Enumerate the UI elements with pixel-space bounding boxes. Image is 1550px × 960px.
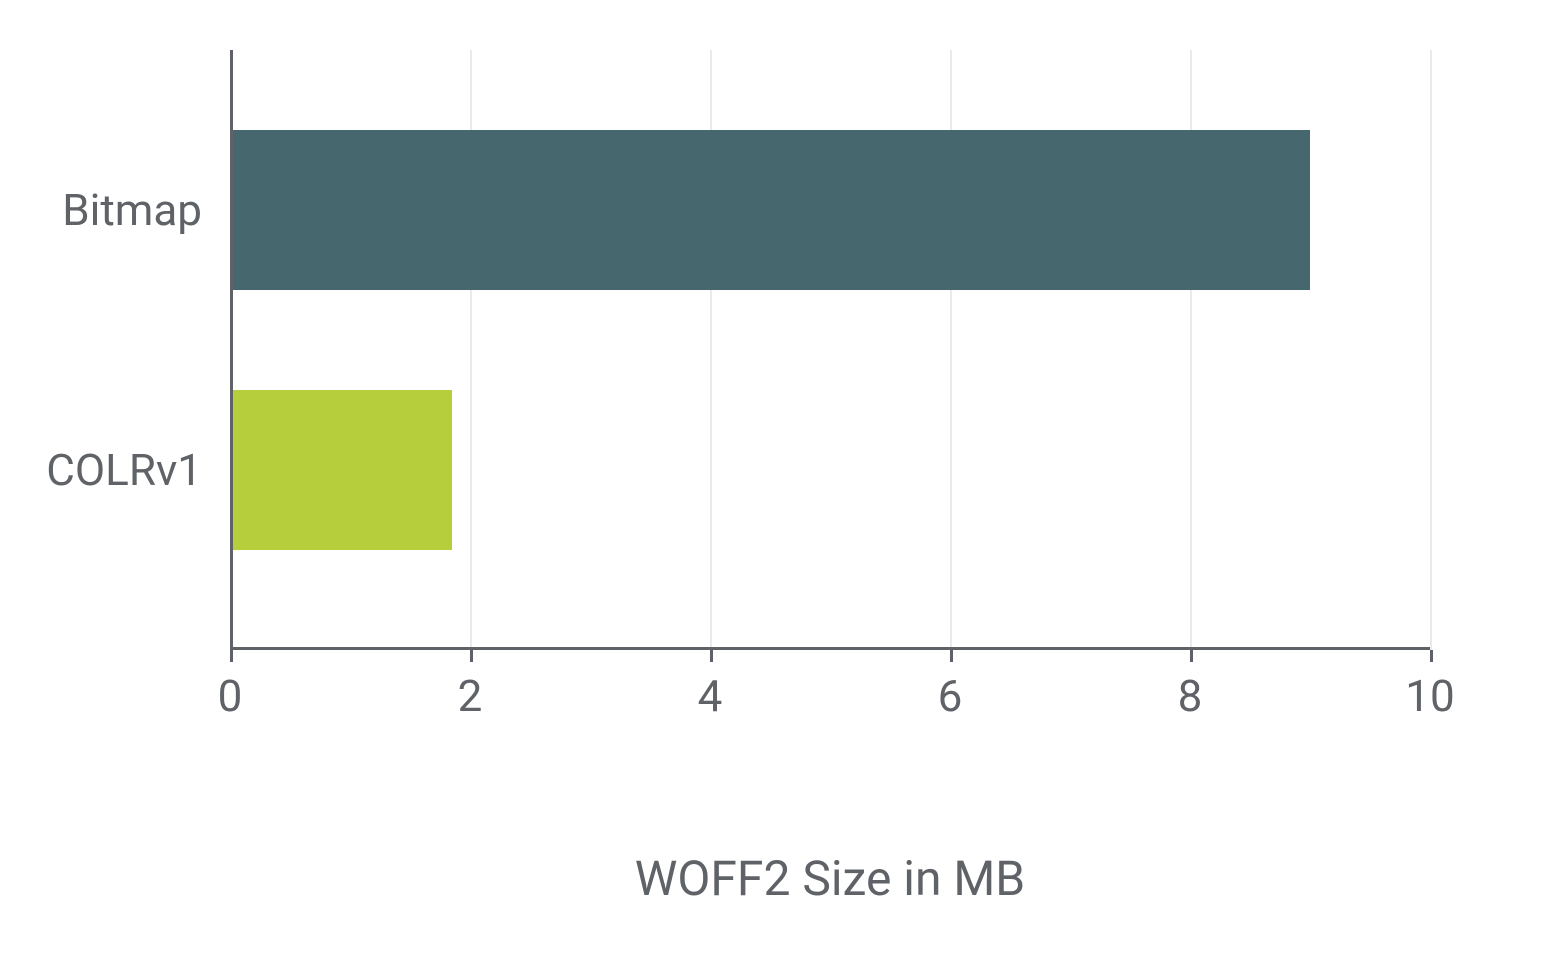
x-tick <box>470 650 473 662</box>
y-category-label: COLRv1 <box>46 444 202 496</box>
x-axis-line <box>230 647 1430 650</box>
x-tick-label: 6 <box>938 670 963 722</box>
x-tick <box>1190 650 1193 662</box>
x-tick <box>1430 650 1433 662</box>
x-tick <box>230 650 233 662</box>
x-tick-label: 0 <box>218 670 243 722</box>
gridline <box>1430 50 1432 650</box>
x-tick <box>710 650 713 662</box>
bar-colrv1 <box>230 390 452 550</box>
x-tick <box>950 650 953 662</box>
x-axis-title: WOFF2 Size in MB <box>230 850 1430 907</box>
y-axis-line <box>230 50 233 650</box>
x-tick-label: 8 <box>1178 670 1203 722</box>
y-category-label: Bitmap <box>62 184 202 236</box>
plot-area: Bitmap COLRv1 0 2 4 6 8 10 WOFF2 Size in… <box>230 50 1430 650</box>
woff2-size-chart: Bitmap COLRv1 0 2 4 6 8 10 WOFF2 Size in… <box>0 0 1550 960</box>
x-tick-label: 2 <box>458 670 483 722</box>
x-tick-label: 4 <box>698 670 723 722</box>
x-tick-label: 10 <box>1405 670 1454 722</box>
bar-bitmap <box>230 130 1310 290</box>
